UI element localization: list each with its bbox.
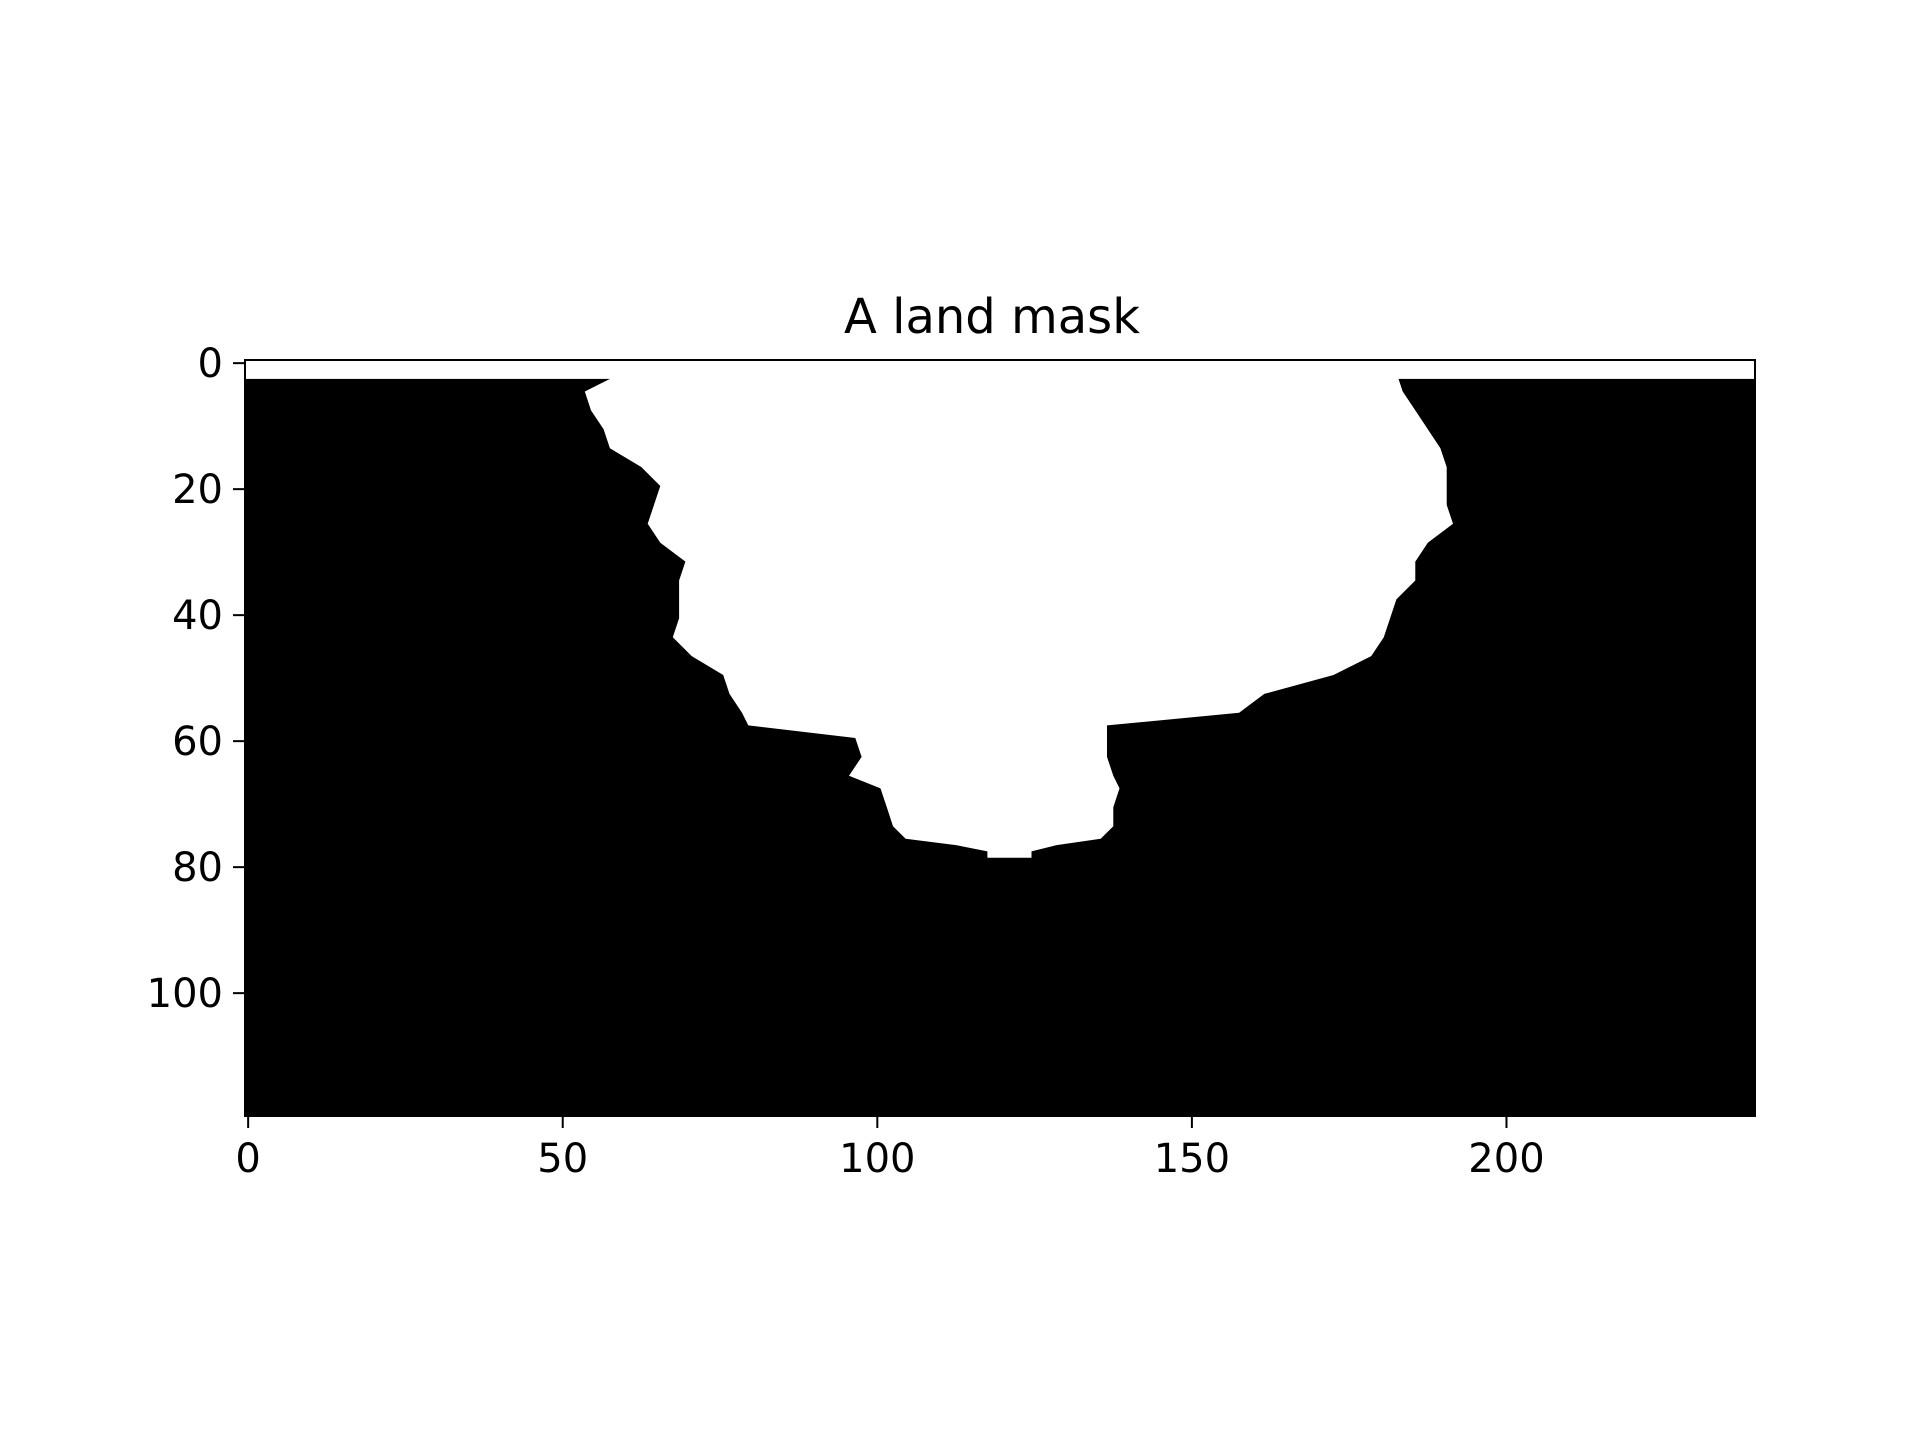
plot-area <box>244 359 1756 1117</box>
x-tick-label: 0 <box>235 1136 260 1182</box>
y-axis: 0 20 40 60 80 100 <box>147 341 245 1017</box>
y-tick-label: 40 <box>172 593 223 639</box>
land-region <box>584 372 1453 858</box>
x-tick-label: 50 <box>537 1136 588 1182</box>
x-tick-label: 150 <box>1154 1136 1230 1182</box>
y-tick-label: 100 <box>147 971 223 1017</box>
chart-title: A land mask <box>844 289 1140 345</box>
y-tick-label: 20 <box>172 467 223 513</box>
plot-frame <box>244 359 1756 1117</box>
x-tick-label: 100 <box>839 1136 915 1182</box>
x-tick-label: 200 <box>1468 1136 1544 1182</box>
x-axis: 0 50 100 150 200 <box>235 1116 1545 1182</box>
y-tick-label: 60 <box>172 719 223 765</box>
y-tick-label: 80 <box>172 845 223 891</box>
y-tick-label: 0 <box>198 341 223 387</box>
